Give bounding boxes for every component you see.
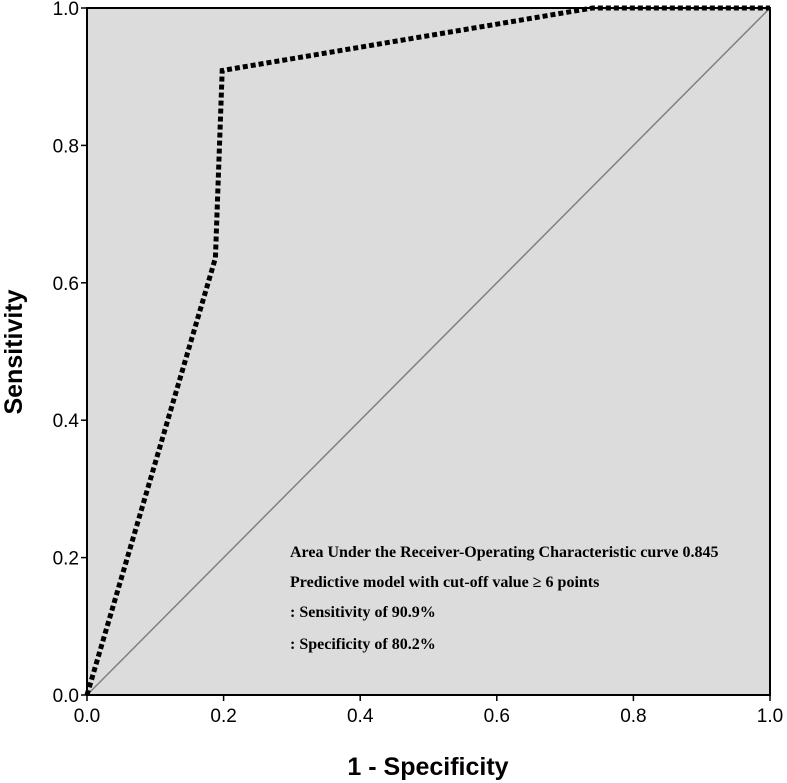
y-tick-label: 0.6 <box>53 274 79 295</box>
annotation-line: Area Under the Receiver-Operating Charac… <box>290 544 718 561</box>
annotation-line: : Specificity of 80.2% <box>290 636 436 653</box>
x-tick-label: 0.2 <box>210 706 236 727</box>
reference-diagonal-line <box>86 7 771 696</box>
x-tick-label: 0.8 <box>620 706 646 727</box>
y-tick-label: 0.8 <box>53 136 79 157</box>
y-axis-title: Sensitivity <box>0 289 28 414</box>
roc-curve-layer <box>84 5 770 696</box>
x-tick-label: 1.0 <box>757 706 783 727</box>
x-axis-title: 1 - Specificity <box>347 753 508 781</box>
x-tick-label: 0.4 <box>347 706 374 727</box>
x-tick-label: 0.0 <box>74 706 100 727</box>
axes: 0.0 0.2 0.4 0.6 0.8 1.0 0.0 0.2 0.4 0.6 0.8 1.0 <box>53 0 784 727</box>
annotation-line: : Sensitivity of 90.9% <box>290 604 436 621</box>
reference-line-layer <box>86 7 771 696</box>
roc-curve-line <box>84 5 770 696</box>
x-tick-label: 0.6 <box>484 706 510 727</box>
annotation-block: Area Under the Receiver-Operating Charac… <box>290 544 718 653</box>
y-tick-label: 0.4 <box>53 411 80 432</box>
y-tick-label: 1.0 <box>53 0 79 20</box>
annotation-line: Predictive model with cut-off value ≥ 6 … <box>290 574 599 591</box>
y-tick-label: 0.2 <box>53 549 79 570</box>
y-tick-label: 0.0 <box>53 686 79 707</box>
